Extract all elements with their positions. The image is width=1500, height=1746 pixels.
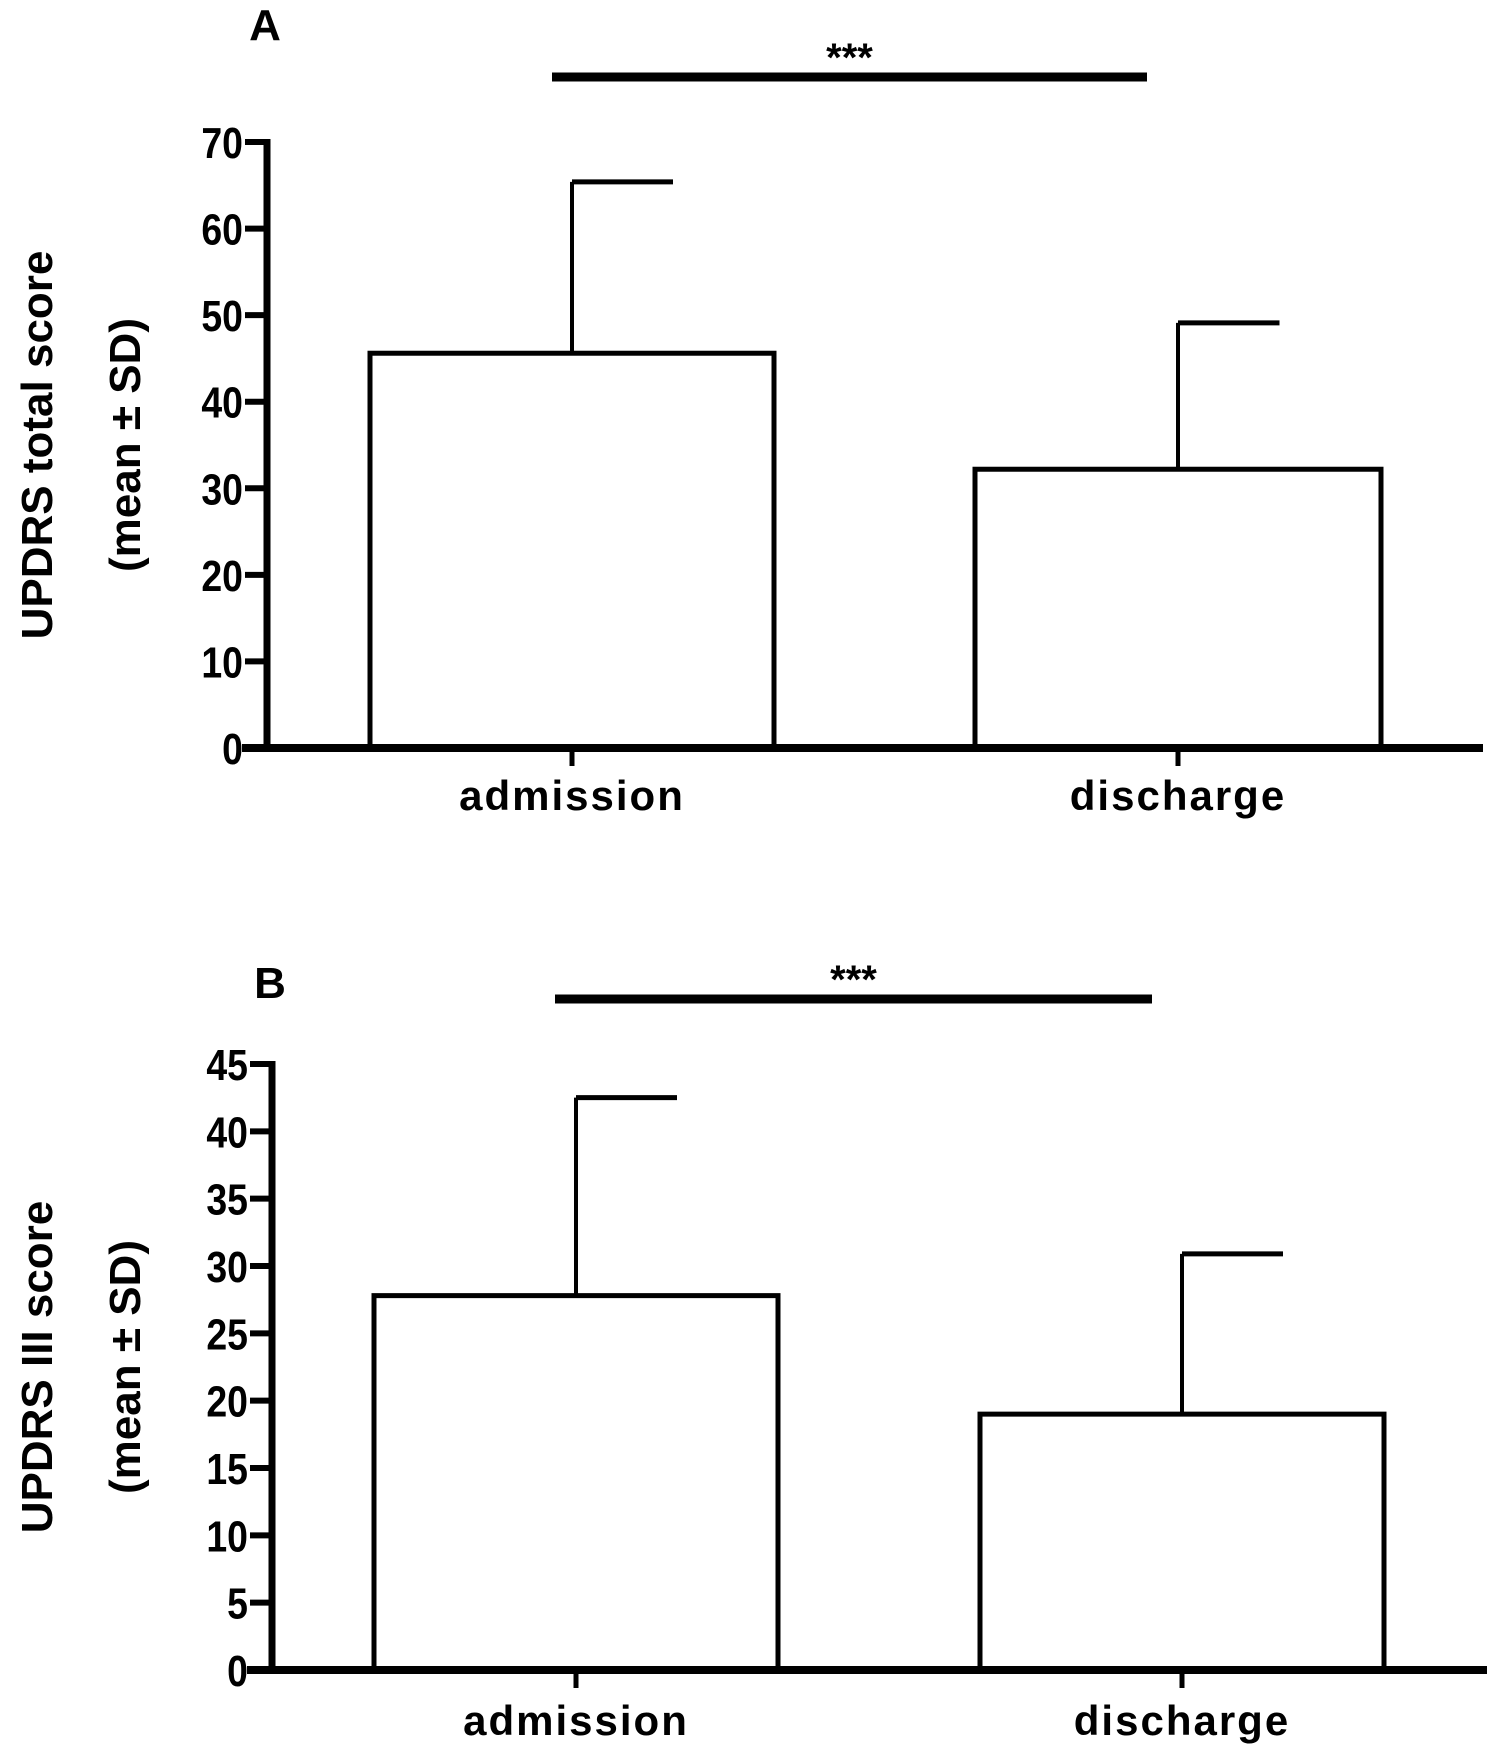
significance-label: *** <box>826 36 873 80</box>
x-tick-label: discharge <box>1074 1697 1290 1744</box>
panel-label: B <box>254 959 286 1008</box>
bar-discharge <box>977 1411 1387 1673</box>
y-axis-subtitle: (mean ± SD) <box>101 318 150 572</box>
bar-discharge <box>972 466 1384 751</box>
y-tick-label: 30 <box>206 1242 248 1292</box>
y-tick-label: 20 <box>206 1377 248 1427</box>
y-tick-label: 15 <box>206 1444 248 1494</box>
y-tick-label: 60 <box>201 205 243 255</box>
x-tick-label: admission <box>459 772 685 819</box>
chart-panel-A: A *** admission discharge 0 10 20 30 40 50 60 70 UPD… <box>13 1 1483 819</box>
significance-label: *** <box>830 958 877 1002</box>
bar-admission <box>371 1293 781 1673</box>
y-tick-label: 0 <box>227 1646 248 1696</box>
y-tick-label: 40 <box>206 1107 248 1157</box>
y-tick-label: 35 <box>206 1175 248 1225</box>
y-tick-label: 10 <box>201 638 243 688</box>
y-tick-label: 5 <box>227 1579 248 1629</box>
x-tick-label: admission <box>463 1697 689 1744</box>
y-tick-label: 40 <box>201 378 243 428</box>
y-tick-label: 45 <box>206 1040 248 1090</box>
y-tick-label: 30 <box>201 464 243 514</box>
y-tick-label: 10 <box>206 1511 248 1561</box>
bar-admission <box>367 350 777 751</box>
y-tick-label: 20 <box>201 551 243 601</box>
y-tick-label: 50 <box>201 291 243 341</box>
y-axis-subtitle: (mean ± SD) <box>101 1240 150 1494</box>
y-tick-label: 0 <box>222 724 243 774</box>
chart-panel-B: B *** admission discharge 0 5 10 15 20 25 30 35 40 45… <box>13 958 1487 1744</box>
panel-label: A <box>249 1 281 50</box>
y-tick-label: 25 <box>206 1309 248 1359</box>
y-tick-label: 70 <box>201 118 243 168</box>
y-axis-title: UPDRS total score <box>13 251 62 640</box>
y-axis-title: UPDRS III score <box>13 1201 62 1534</box>
x-tick-label: discharge <box>1070 772 1286 819</box>
